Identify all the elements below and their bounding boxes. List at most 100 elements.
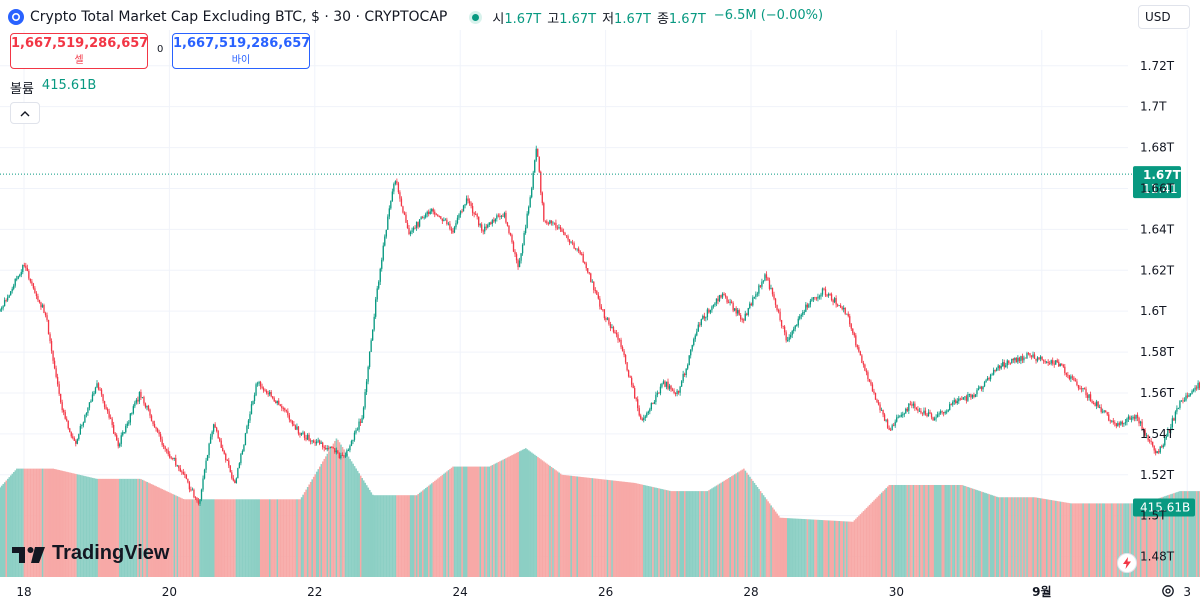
volume-bar [102, 478, 105, 577]
candle-body [911, 404, 913, 406]
candle [923, 407, 925, 416]
candle-body [26, 267, 28, 271]
candle [459, 210, 462, 218]
candle-body [126, 423, 128, 426]
candle-body [1155, 450, 1157, 454]
volume-bar [531, 452, 533, 577]
volume-bar [914, 484, 916, 577]
candle-body [1180, 400, 1183, 402]
volume-bar [503, 458, 506, 577]
candle [359, 418, 362, 427]
candle [396, 178, 398, 186]
candle-body [1097, 401, 1099, 408]
candle-body [900, 414, 902, 417]
candle [855, 333, 857, 348]
candle [941, 410, 943, 415]
volume-bar [1065, 502, 1068, 577]
candle-body [238, 463, 241, 469]
candle [69, 427, 71, 433]
candle [50, 338, 53, 354]
candle-body [838, 305, 840, 307]
candle [471, 202, 474, 216]
volume-bar [346, 454, 348, 577]
volume-bar [574, 476, 577, 577]
candle-body [635, 398, 637, 400]
candle-body [209, 436, 212, 444]
candle-body [497, 215, 500, 217]
candle-body [752, 297, 754, 306]
candle-body [129, 413, 131, 423]
candle-body [952, 402, 954, 405]
candle [1132, 415, 1134, 421]
volume-bar [1085, 503, 1087, 577]
candle [426, 210, 428, 218]
volume-bar [1073, 503, 1075, 577]
candle-body [496, 215, 498, 219]
candle [16, 275, 18, 282]
candle-body [996, 368, 998, 371]
candle [1115, 422, 1117, 429]
volume-bar [865, 507, 868, 577]
volume-bar [956, 484, 959, 577]
volume-bar [705, 491, 707, 577]
candle-body [440, 216, 442, 219]
candle-body [188, 482, 191, 490]
candle [741, 317, 743, 323]
candle [200, 488, 203, 502]
candle-body [293, 424, 295, 426]
candle-body [1145, 435, 1148, 437]
candle [1161, 444, 1163, 449]
candle [209, 433, 212, 444]
candle-body [708, 309, 710, 313]
candle [253, 392, 256, 405]
volume-bar [381, 495, 383, 577]
candle [381, 257, 383, 272]
candle [908, 402, 910, 414]
candle [852, 328, 854, 336]
candle [85, 412, 88, 418]
volume-bar [768, 503, 771, 577]
candle-body [1070, 376, 1072, 380]
candle-body [830, 294, 833, 301]
candle [128, 420, 130, 426]
candle-body [85, 413, 88, 415]
candle [1141, 418, 1143, 430]
candle [1064, 363, 1066, 376]
volume-bar [1050, 500, 1053, 577]
volume-bar [1021, 497, 1024, 577]
volume-bar [232, 499, 235, 577]
candle [794, 325, 796, 332]
candle [588, 271, 590, 275]
candle-body [947, 410, 949, 412]
candle-body [591, 281, 593, 283]
volume-bar [537, 457, 539, 577]
candle [191, 487, 194, 491]
volume-bar [929, 484, 931, 577]
volume-bar [1027, 497, 1030, 577]
volume-bar [515, 452, 518, 577]
candle [458, 213, 460, 220]
candle [1035, 358, 1037, 364]
candle [614, 329, 616, 334]
candle-body [926, 414, 928, 417]
candle [176, 464, 178, 467]
volume-bar [53, 468, 56, 577]
candle-body [1179, 401, 1181, 408]
candle [461, 208, 463, 214]
candle-body [965, 396, 968, 401]
candle-body [744, 313, 746, 321]
volume-bar [538, 458, 541, 577]
candle [140, 389, 142, 401]
candle [850, 322, 852, 332]
candle-body [338, 453, 340, 459]
candle-body [988, 377, 990, 380]
candle-body [287, 411, 289, 416]
candle-body [531, 188, 533, 198]
volume-bar [983, 492, 986, 577]
candle [356, 427, 359, 431]
candle [774, 297, 777, 308]
volume-bar [911, 484, 913, 577]
candle [508, 225, 510, 235]
candle-body [1123, 423, 1125, 425]
